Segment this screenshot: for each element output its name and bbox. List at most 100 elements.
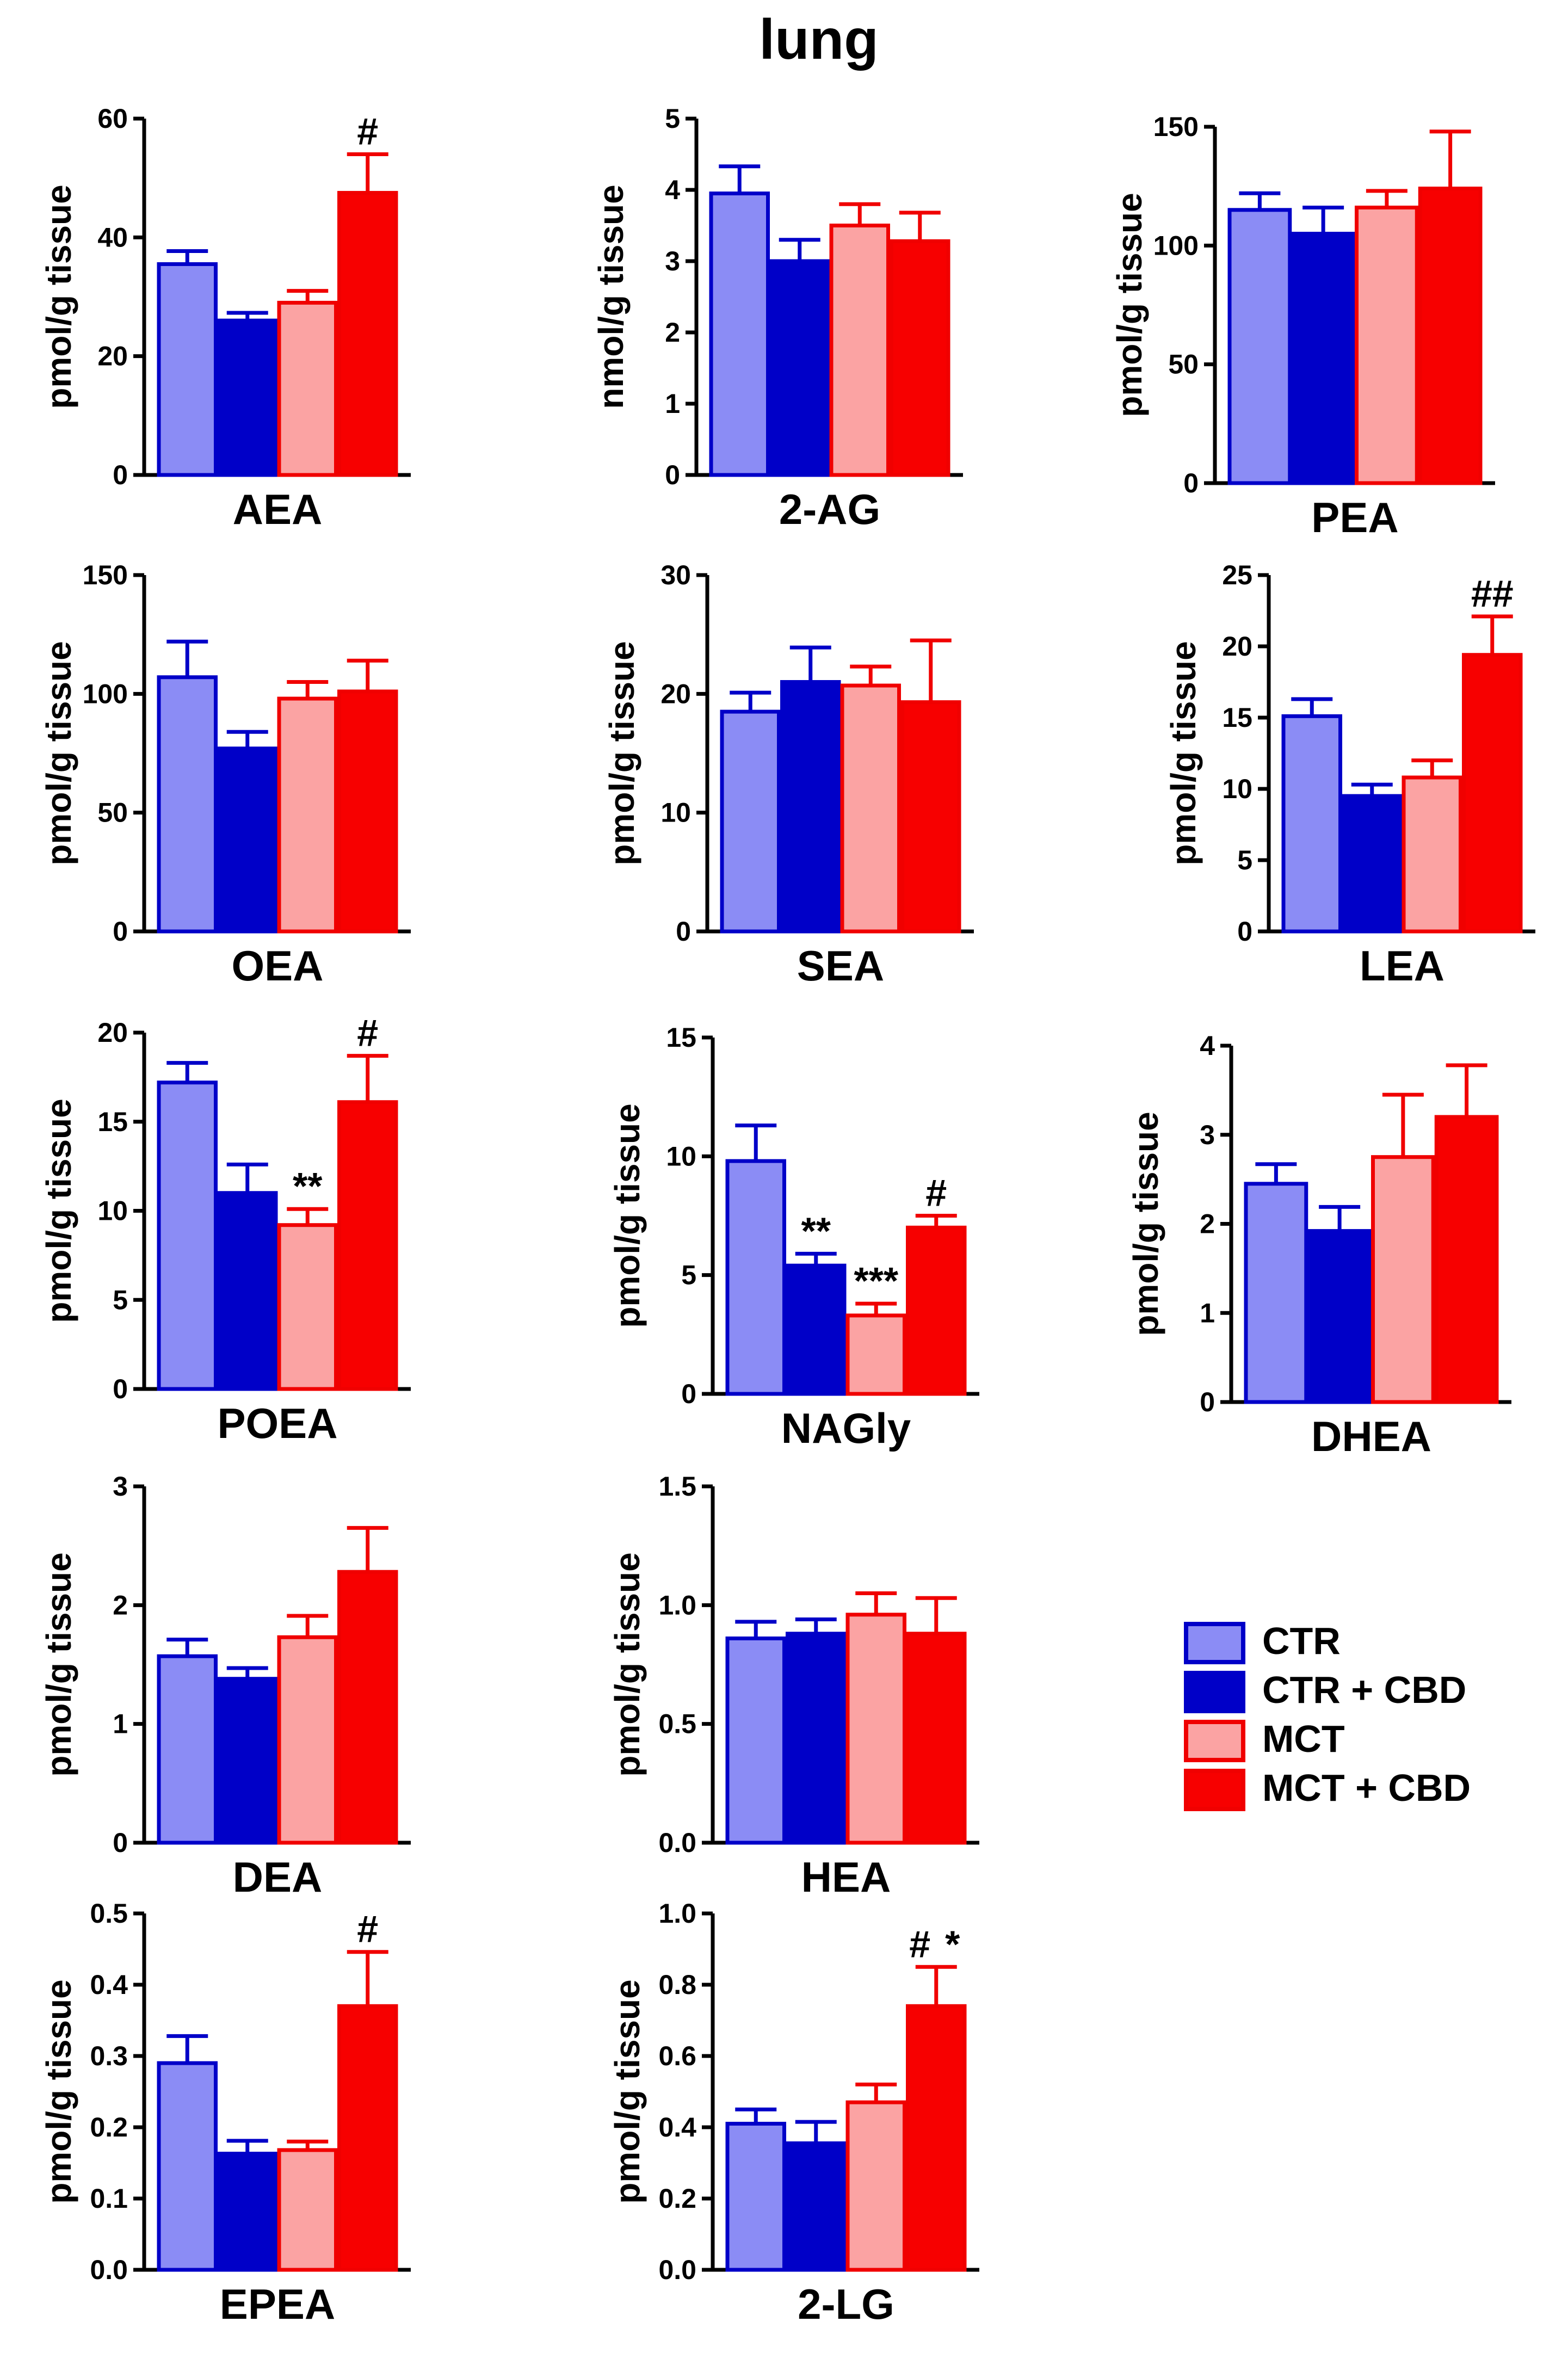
bar-mct	[1371, 1155, 1435, 1404]
bar-ctr	[1244, 1182, 1308, 1404]
bar-mct-cbd	[337, 1570, 398, 1845]
bar-mct	[277, 2148, 338, 2272]
y-tick-label: 0.1	[90, 2183, 128, 2214]
bar-mct-cbd	[337, 689, 398, 934]
y-axis-label: pmol/g tissue	[39, 641, 78, 866]
bar-mct	[1355, 205, 1419, 485]
y-tick-label: 1.0	[658, 1898, 696, 1929]
figure-title: lung	[759, 8, 878, 71]
y-tick-label: 3	[113, 1471, 128, 1502]
y-tick-label: 15	[1222, 702, 1252, 733]
y-tick-label: 50	[1168, 349, 1199, 380]
chart-dhea: 0 1 2 3 4 pmol/g tissue DHEA	[1126, 1030, 1511, 1460]
significance-marker: #	[357, 1908, 378, 1950]
y-tick-label: 1.5	[658, 1471, 696, 1502]
y-tick-label: 0	[113, 1374, 128, 1404]
bar-mct-cbd	[1434, 1115, 1499, 1404]
y-axis-label: pmol/g tissue	[39, 1979, 78, 2204]
y-tick-label: 100	[1153, 230, 1199, 261]
x-axis-label: 2-LG	[798, 2280, 894, 2328]
y-tick-label: 10	[97, 1196, 128, 1226]
bar-mct-cbd	[1462, 653, 1523, 934]
bar-ctr-cbd	[217, 746, 278, 934]
chart-hea: 0.0 0.5 1.0 1.5 pmol/g tissue HEA	[608, 1471, 979, 1901]
x-axis-label: NAGly	[781, 1404, 911, 1452]
bar-ctr	[1227, 208, 1292, 485]
y-tick-label: 0	[113, 916, 128, 947]
chart-pea: 0 50 100 150 pmol/g tissue PEA	[1110, 112, 1495, 541]
y-axis-label: pmol/g tissue	[39, 184, 78, 409]
y-axis-label: pmol/g tissue	[39, 1098, 78, 1323]
y-tick-label: 40	[97, 222, 128, 252]
bar-mct	[845, 2100, 906, 2272]
bar-mct-cbd	[906, 2004, 967, 2272]
bar-ctr-cbd	[1307, 1229, 1372, 1404]
bar-ctr	[725, 2121, 786, 2272]
bar-ctr-cbd	[1291, 232, 1355, 485]
legend-label: MCT	[1262, 1718, 1345, 1760]
y-axis-label: pmol/g tissue	[1110, 193, 1149, 417]
bar-mct	[845, 1613, 906, 1845]
bar-ctr	[725, 1159, 786, 1396]
bar-ctr-cbd	[217, 1191, 278, 1391]
bar-mct-cbd	[337, 1100, 398, 1391]
significance-marker: **	[293, 1165, 323, 1207]
y-tick-label: 4	[1200, 1030, 1215, 1061]
x-axis-label: AEA	[233, 485, 323, 533]
bar-ctr	[157, 2061, 218, 2272]
bar-ctr-cbd	[1342, 794, 1403, 934]
bar-mct	[277, 696, 338, 934]
chart-poea: 0 5 10 15 20 pmol/g tissue ** # POEA	[39, 1012, 411, 1447]
y-tick-label: 0	[681, 1379, 696, 1409]
y-tick-label: 0.6	[658, 2041, 696, 2071]
y-tick-label: 1.0	[658, 1590, 696, 1620]
bar-ctr-cbd	[786, 1632, 847, 1845]
y-tick-label: 4	[665, 175, 680, 205]
chart-2-ag: 0 1 2 3 4 5 nmol/g tissue 2-AG	[591, 103, 963, 533]
y-tick-label: 0.5	[658, 1709, 696, 1739]
y-tick-label: 1	[113, 1709, 128, 1739]
y-tick-label: 0.4	[90, 1969, 128, 2000]
bar-mct	[1402, 775, 1462, 934]
y-tick-label: 0	[113, 1827, 128, 1858]
y-tick-label: 3	[1200, 1120, 1215, 1150]
bar-mct-cbd	[337, 2004, 398, 2272]
y-tick-label: 0.4	[658, 2112, 696, 2142]
bar-ctr	[1281, 714, 1342, 934]
y-axis-label: nmol/g tissue	[591, 184, 631, 409]
legend-swatch	[1184, 1622, 1245, 1664]
bar-mct	[840, 683, 901, 934]
y-tick-label: 0.2	[658, 2183, 696, 2214]
bar-mct	[277, 1635, 338, 1845]
y-tick-label: 30	[660, 560, 691, 590]
y-tick-label: 1	[665, 388, 680, 419]
y-tick-label: 0	[113, 460, 128, 490]
y-tick-label: 60	[97, 103, 128, 134]
y-tick-label: 2	[1200, 1209, 1215, 1239]
bar-ctr	[725, 1636, 786, 1845]
y-tick-label: 2	[113, 1590, 128, 1620]
y-tick-label: 5	[681, 1260, 696, 1291]
y-tick-label: 10	[660, 798, 691, 828]
y-tick-label: 0.8	[658, 1969, 696, 2000]
legend-item-mct: MCT	[1184, 1718, 1345, 1762]
bar-mct-cbd	[890, 239, 950, 477]
significance-marker: *	[945, 1923, 960, 1965]
bar-ctr	[157, 262, 218, 477]
y-tick-label: 0	[676, 916, 691, 947]
bar-ctr	[709, 192, 770, 477]
bar-mct-cbd	[1418, 187, 1483, 485]
y-tick-label: 20	[97, 341, 128, 372]
bar-mct	[277, 1223, 338, 1391]
legend-item-ctr-cbd: CTR + CBD	[1184, 1669, 1466, 1713]
significance-marker: #	[357, 110, 378, 153]
y-tick-label: 15	[666, 1022, 696, 1053]
y-tick-label: 10	[1222, 774, 1252, 804]
x-axis-label: OEA	[231, 942, 323, 990]
y-tick-label: 20	[1222, 631, 1252, 662]
bar-ctr-cbd	[217, 318, 278, 477]
y-axis-label: pmol/g tissue	[1164, 641, 1203, 866]
